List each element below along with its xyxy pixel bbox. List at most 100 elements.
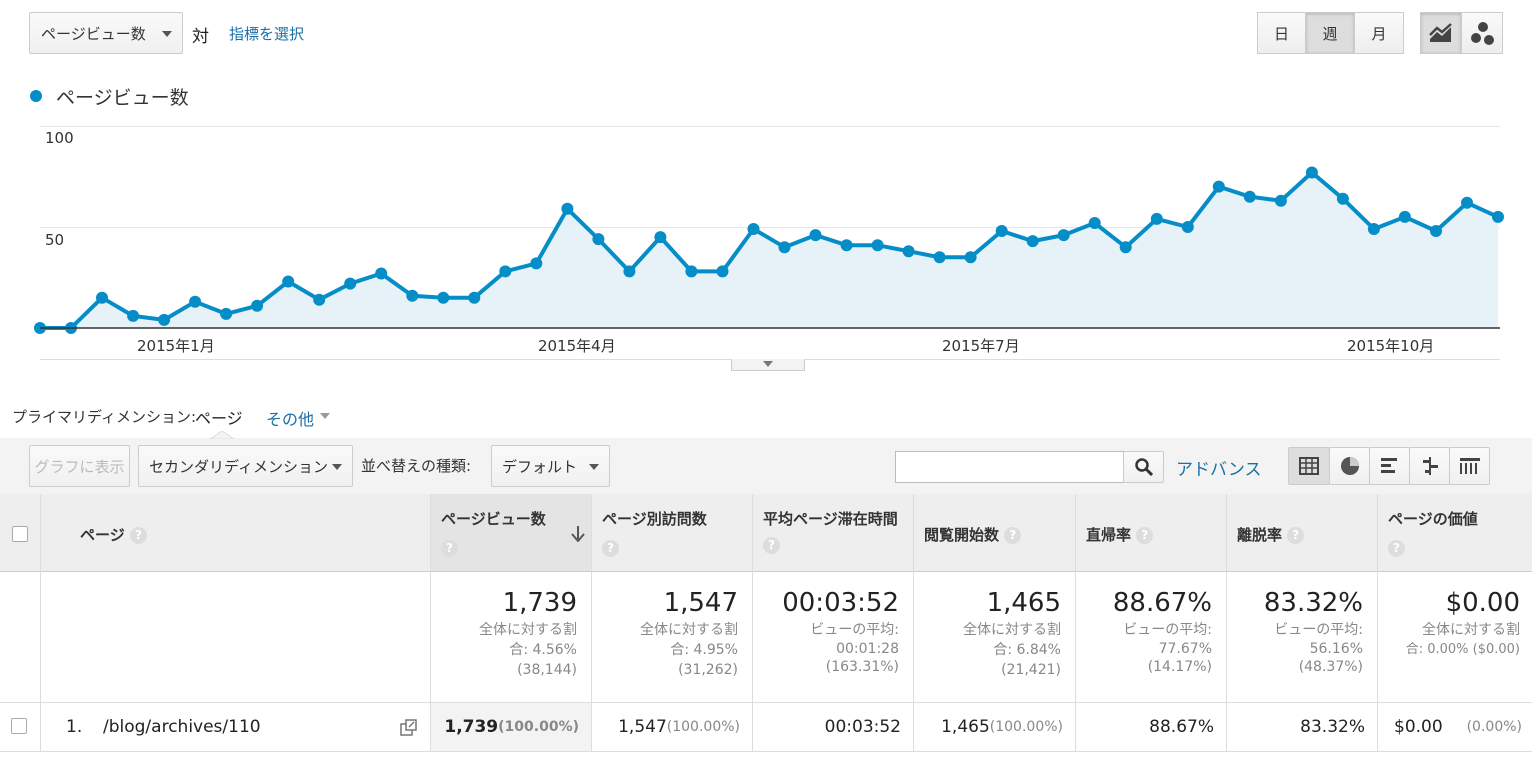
data-point[interactable] [313,293,326,306]
help-icon[interactable]: ? [129,527,147,544]
data-point[interactable] [964,251,977,264]
totals-exit-rate: 83.32% ビューの平均: 56.16% (48.37%) [1227,572,1378,703]
data-point[interactable] [778,241,791,254]
data-point[interactable] [716,265,729,278]
table-search-input[interactable] [895,451,1124,483]
search-button[interactable] [1123,451,1164,483]
row-value: 1,739 [444,717,499,737]
data-point[interactable] [840,239,853,252]
data-point[interactable] [1119,241,1132,254]
choose-metric-link[interactable]: 指標を選択 [229,25,305,43]
data-point[interactable] [1026,235,1039,248]
data-point[interactable] [220,307,233,320]
row-value: 88.67% [1149,717,1214,737]
secondary-dimension-select[interactable]: セカンダリディメンション [138,445,353,487]
legend-label[interactable]: ページビュー数 [56,87,189,109]
data-point[interactable] [1336,192,1349,205]
data-point[interactable] [499,265,512,278]
total-sub: 合: 0.00% ($0.00) [1405,642,1520,657]
advanced-filter-link[interactable]: アドバンス [1176,460,1262,480]
data-point[interactable] [1430,225,1442,237]
pivot-table-icon [1459,458,1480,474]
header-unique-pageviews[interactable]: ページ別訪問数 ? [592,494,753,572]
sort-type-select[interactable]: デフォルト [491,445,610,487]
help-icon[interactable]: ? [602,540,619,557]
data-point[interactable] [685,265,698,278]
row-page-value: $0.00 (0.00%) [1378,703,1532,751]
data-point[interactable] [933,251,946,264]
plot-rows-button[interactable]: グラフに表示 [29,445,130,487]
data-point[interactable] [561,202,574,215]
data-point[interactable] [1057,229,1070,242]
comparison-view-button[interactable] [1409,447,1450,485]
data-point[interactable] [251,299,264,312]
data-point[interactable] [654,231,667,244]
period-day-button[interactable]: 日 [1257,12,1306,54]
data-point[interactable] [406,289,419,302]
motion-chart-button[interactable] [1461,12,1503,54]
help-icon[interactable]: ? [763,537,780,554]
header-avg-time[interactable]: 平均ページ滞在時間 ? [753,494,914,572]
period-month-button[interactable]: 月 [1354,12,1404,54]
bar-view-button[interactable] [1369,447,1410,485]
row-checkbox[interactable] [11,718,27,734]
data-point[interactable] [1243,190,1256,203]
period-week-button[interactable]: 週 [1305,12,1355,54]
data-point[interactable] [592,233,605,246]
data-point[interactable] [127,309,140,322]
total-sub: 77.67% [1158,641,1212,657]
select-all-checkbox[interactable] [12,526,28,542]
data-point[interactable] [809,229,822,242]
data-point[interactable] [468,291,481,304]
totals-entrances: 1,465 全体に対する割 合: 6.84% (21,421) [914,572,1076,703]
data-point[interactable] [1305,166,1318,179]
data-point[interactable] [437,291,450,304]
data-point[interactable] [747,223,760,235]
data-point[interactable] [1212,180,1225,193]
data-point[interactable] [158,313,171,326]
header-pageviews[interactable]: ページビュー数 ? [431,494,592,572]
data-point[interactable] [902,245,915,258]
header-page[interactable]: ページ ? [41,494,431,572]
header-page-value[interactable]: ページの価値 ? [1378,494,1532,572]
totals-unique-pageviews: 1,547 全体に対する割 合: 4.95% (31,262) [592,572,753,703]
totals-bounce-rate: 88.67% ビューの平均: 77.67% (14.17%) [1076,572,1227,703]
pie-view-button[interactable] [1329,447,1370,485]
header-exit-rate[interactable]: 離脱率 ? [1227,494,1378,572]
data-point[interactable] [530,257,543,270]
data-point[interactable] [1398,210,1411,223]
data-point[interactable] [995,225,1008,237]
data-point[interactable] [96,291,108,304]
external-link-icon[interactable] [400,719,417,736]
data-point[interactable] [623,265,636,278]
data-point[interactable] [1367,223,1380,235]
help-icon[interactable]: ? [1388,540,1405,557]
data-point[interactable] [1492,210,1504,223]
data-point[interactable] [1461,196,1473,209]
grid-line-mid [40,227,1500,228]
chart-collapse-toggle[interactable] [731,359,805,371]
pivot-view-button[interactable] [1449,447,1490,485]
sort-type-value: デフォルト [502,457,578,476]
help-icon[interactable]: ? [1004,527,1022,544]
total-value: $0.00 [1445,588,1520,618]
help-icon[interactable]: ? [441,540,458,557]
header-bounce-rate[interactable]: 直帰率 ? [1076,494,1227,572]
table-view-button[interactable] [1288,447,1330,485]
help-icon[interactable]: ? [1287,527,1305,544]
data-point[interactable] [1088,217,1101,229]
data-point[interactable] [871,239,884,252]
data-point[interactable] [1150,212,1163,225]
header-entrances[interactable]: 閲覧開始数 ? [914,494,1076,572]
help-icon[interactable]: ? [1136,527,1154,544]
data-point[interactable] [375,267,388,280]
data-point[interactable] [1274,194,1287,207]
line-chart-button[interactable] [1420,12,1462,54]
metric-select[interactable]: ページビュー数 [29,12,183,54]
data-point[interactable] [282,275,295,288]
data-point[interactable] [344,277,357,290]
data-point[interactable] [1181,221,1194,233]
row-page-link[interactable]: /blog/archives/110 [103,717,261,737]
data-point[interactable] [189,295,202,308]
primary-dimension-other[interactable]: その他 [266,406,314,430]
